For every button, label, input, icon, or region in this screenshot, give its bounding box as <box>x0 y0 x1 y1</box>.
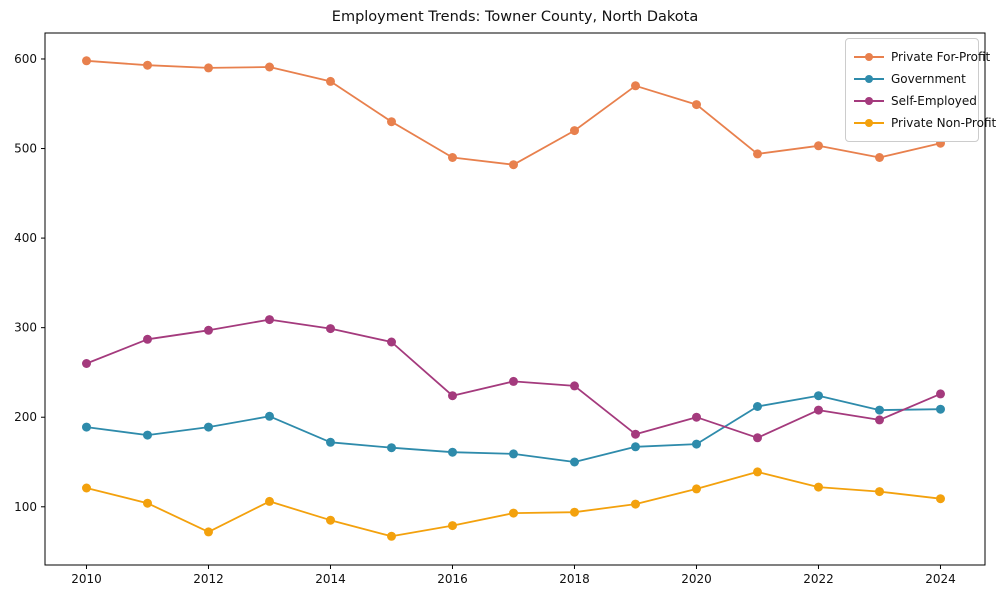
series-marker-self-employed <box>875 415 884 425</box>
series-marker-private-for-profit <box>448 153 457 162</box>
series-marker-self-employed <box>448 391 457 401</box>
series-marker-government <box>82 422 91 432</box>
series-marker-private-non-profit <box>326 515 335 525</box>
y-tick-label: 200 <box>14 410 37 424</box>
series-marker-private-for-profit <box>814 141 823 151</box>
series-marker-private-for-profit <box>631 81 640 91</box>
line-marker-icon <box>854 52 884 62</box>
series-marker-self-employed <box>570 381 579 391</box>
series-marker-private-non-profit <box>570 507 579 517</box>
series-marker-government <box>692 439 701 449</box>
series-marker-private-non-profit <box>875 487 884 497</box>
series-marker-self-employed <box>265 315 274 325</box>
line-marker-icon <box>854 118 884 128</box>
series-marker-self-employed <box>143 334 152 344</box>
y-tick-label: 300 <box>14 321 37 335</box>
x-tick-label: 2024 <box>925 572 956 586</box>
line-marker-icon <box>854 74 884 84</box>
y-tick-label: 600 <box>14 52 37 66</box>
series-marker-government <box>753 402 762 411</box>
series-marker-private-non-profit <box>143 498 152 508</box>
series-marker-private-for-profit <box>753 149 762 159</box>
legend-label: Private For-Profit <box>891 50 991 64</box>
series-marker-self-employed <box>204 325 213 335</box>
series-marker-private-for-profit <box>204 63 213 73</box>
legend-label: Self-Employed <box>891 94 977 108</box>
series-marker-private-non-profit <box>936 494 945 504</box>
series-marker-self-employed <box>509 376 518 386</box>
y-tick-label: 500 <box>14 142 37 156</box>
series-marker-government <box>387 443 396 453</box>
x-tick-label: 2012 <box>193 572 224 586</box>
series-marker-private-for-profit <box>143 60 152 70</box>
series-marker-government <box>875 405 884 415</box>
series-marker-private-non-profit <box>448 521 457 531</box>
series-line-private-non-profit <box>85 470 942 538</box>
series-marker-government <box>509 449 518 459</box>
series-marker-government <box>448 447 457 457</box>
legend-label: Private Non-Profit <box>891 116 997 130</box>
series-marker-government <box>265 411 274 421</box>
series-marker-self-employed <box>936 389 945 399</box>
series-marker-government <box>936 404 945 414</box>
x-tick-label: 2016 <box>437 572 468 586</box>
series-marker-government <box>326 437 335 447</box>
series-marker-self-employed <box>82 359 91 368</box>
series-marker-private-for-profit <box>692 100 701 110</box>
chart-title: Employment Trends: Towner County, North … <box>331 9 699 25</box>
series-marker-private-for-profit <box>326 76 335 86</box>
x-tick-label: 2018 <box>559 572 590 586</box>
legend-item-private-for-profit: Private For-Profit <box>854 46 990 68</box>
legend-item-government: Government <box>854 68 969 90</box>
series-marker-government <box>570 457 579 467</box>
plot-border <box>44 32 986 566</box>
series-marker-private-non-profit <box>753 467 762 477</box>
series-marker-private-non-profit <box>387 531 396 541</box>
series-marker-private-for-profit <box>875 153 884 162</box>
series-marker-self-employed <box>326 324 335 334</box>
series-marker-self-employed <box>387 337 396 347</box>
legend-label: Government <box>891 72 966 86</box>
legend-item-self-employed: Self-Employed <box>854 90 977 112</box>
series-marker-self-employed <box>631 429 640 439</box>
series-marker-private-non-profit <box>509 508 518 518</box>
series-marker-government <box>814 391 823 401</box>
series-marker-private-for-profit <box>82 56 91 66</box>
x-tick-label: 2022 <box>803 572 834 586</box>
series-marker-private-non-profit <box>82 483 91 493</box>
x-tick-label: 2014 <box>315 572 346 586</box>
series-marker-private-non-profit <box>692 484 701 494</box>
series-marker-private-for-profit <box>265 62 274 72</box>
y-tick-label: 400 <box>14 231 37 245</box>
series-marker-government <box>631 442 640 452</box>
series-marker-private-for-profit <box>387 117 396 127</box>
series-marker-self-employed <box>814 405 823 415</box>
series-marker-private-non-profit <box>631 499 640 509</box>
series-marker-self-employed <box>753 433 762 443</box>
legend-item-private-non-profit: Private Non-Profit <box>854 112 996 134</box>
series-marker-private-non-profit <box>204 527 213 537</box>
line-marker-icon <box>854 96 884 106</box>
x-tick-label: 2020 <box>681 572 712 586</box>
y-tick-label: 100 <box>14 500 37 514</box>
x-tick-label: 2010 <box>71 572 102 586</box>
series-marker-self-employed <box>692 412 701 422</box>
legend: Private For-Profit Government Self-Emplo… <box>845 38 996 142</box>
series-marker-private-non-profit <box>814 482 823 492</box>
series-marker-private-for-profit <box>570 126 579 136</box>
series-marker-private-for-profit <box>509 160 518 170</box>
series-line-private-for-profit <box>85 59 942 166</box>
series-marker-private-non-profit <box>265 496 274 506</box>
series-marker-government <box>143 430 152 440</box>
series-marker-government <box>204 422 213 432</box>
